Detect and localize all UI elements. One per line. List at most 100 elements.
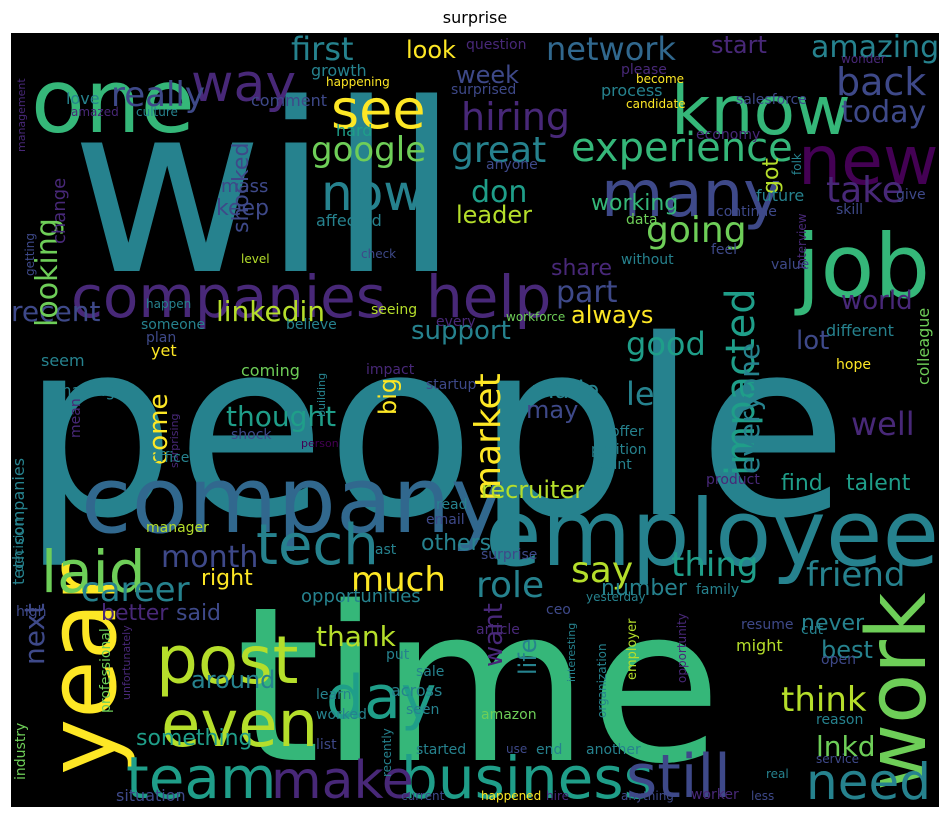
- word-opportunity: opportunity: [675, 613, 689, 683]
- word-candidate: candidate: [626, 97, 686, 111]
- word-really: really: [111, 75, 205, 115]
- word-hard: hard: [336, 121, 373, 140]
- word-happening: happening: [326, 75, 390, 89]
- word-read: read: [436, 497, 468, 513]
- word-feel: feel: [711, 242, 738, 258]
- word-even: even: [161, 688, 319, 762]
- word-real: real: [766, 767, 789, 781]
- word-great: great: [451, 130, 547, 171]
- word-post: post: [156, 622, 299, 699]
- word-sale: sale: [416, 664, 445, 680]
- word-value: value: [771, 257, 810, 273]
- word-manager: manager: [146, 520, 209, 536]
- word-employee: employee: [485, 480, 939, 587]
- word-recently: recently: [380, 728, 394, 777]
- word-still: still: [626, 742, 731, 807]
- word-lot: lot: [796, 326, 830, 356]
- word-happen: happen: [146, 297, 192, 311]
- word-future: future: [756, 186, 805, 205]
- word-better: better: [101, 601, 169, 626]
- word-let: let: [626, 375, 668, 413]
- word-lnkd: lnkd: [816, 730, 876, 763]
- word-surprise: surprise: [481, 547, 538, 563]
- word-ceo: ceo: [546, 602, 571, 618]
- word-working: working: [591, 191, 679, 216]
- word-thank: thank: [316, 620, 396, 653]
- word-week: week: [456, 61, 520, 89]
- word-amazon: amazon: [481, 707, 537, 723]
- word-unfortunately: unfortunately: [120, 625, 133, 700]
- word-never: never: [801, 611, 865, 636]
- word-much: much: [351, 560, 446, 600]
- word-coming: coming: [241, 361, 300, 380]
- word-list: list: [316, 737, 337, 753]
- word-right: right: [201, 566, 253, 591]
- word-workforce: workforce: [506, 310, 566, 324]
- word-become: become: [636, 72, 685, 86]
- word-best: best: [821, 636, 873, 664]
- word-happened: happened: [481, 789, 542, 803]
- word-open: open: [821, 652, 856, 668]
- word-people: people: [21, 288, 849, 572]
- word-cut: cut: [801, 622, 824, 638]
- word-believe: believe: [286, 317, 337, 333]
- word-seeing: seeing: [371, 302, 418, 318]
- word-culture: culture: [136, 105, 178, 119]
- word-question: question: [466, 37, 527, 53]
- word-give: give: [896, 187, 926, 203]
- word-person: person: [301, 437, 339, 450]
- word-think: think: [781, 680, 867, 720]
- word-business: business: [401, 744, 654, 807]
- word-help: help: [426, 263, 552, 331]
- word-decision: decision: [12, 518, 27, 572]
- word-say: say: [571, 550, 634, 591]
- word-industry: industry: [13, 722, 29, 780]
- word-someone: someone: [141, 317, 206, 333]
- word-today: today: [841, 95, 927, 130]
- word-opportunities: opportunities: [301, 586, 421, 607]
- word-put: put: [386, 647, 410, 663]
- word-use: use: [506, 742, 528, 756]
- word-growth: growth: [311, 61, 367, 80]
- word-support: support: [411, 316, 511, 346]
- word-startup: startup: [426, 377, 477, 393]
- word-level: level: [241, 252, 270, 266]
- word-hope: hope: [836, 357, 871, 373]
- word-employer: employer: [625, 618, 640, 680]
- word-will: will: [71, 54, 460, 327]
- word-others: others: [421, 531, 492, 556]
- word-interesting: interesting: [565, 622, 578, 682]
- word-way: way: [191, 54, 297, 114]
- word-getting: getting: [23, 233, 37, 276]
- chart-title: surprise: [442, 8, 508, 27]
- word-back: back: [836, 60, 927, 104]
- word-love: love: [66, 89, 100, 108]
- word-experience: experience: [571, 125, 793, 171]
- word-less: less: [751, 789, 775, 803]
- word-yet: yet: [151, 341, 177, 360]
- word-always: always: [571, 301, 654, 329]
- word-part: part: [556, 275, 618, 310]
- word-career: career: [81, 570, 190, 610]
- word-without: without: [621, 252, 674, 268]
- word-role: role: [476, 565, 545, 606]
- word-family: family: [696, 582, 740, 598]
- word-service: service: [816, 752, 859, 766]
- word-find: find: [781, 471, 823, 496]
- word-one: one: [31, 50, 195, 153]
- word-start: start: [711, 33, 767, 59]
- word-day: day: [326, 663, 437, 733]
- word-seen: seen: [406, 702, 440, 718]
- word-resume: resume: [741, 617, 794, 633]
- word-team: team: [126, 744, 277, 807]
- word-across: across: [391, 681, 443, 700]
- word-process: process: [601, 81, 663, 100]
- word-amazing: amazing: [811, 33, 939, 65]
- word-big: big: [374, 377, 402, 415]
- word-data: data: [626, 212, 658, 228]
- word-mass: mass: [221, 176, 269, 197]
- word-end: end: [536, 742, 563, 758]
- word-take: take: [826, 170, 904, 211]
- word-may: may: [526, 396, 579, 424]
- word-don: don: [471, 175, 528, 210]
